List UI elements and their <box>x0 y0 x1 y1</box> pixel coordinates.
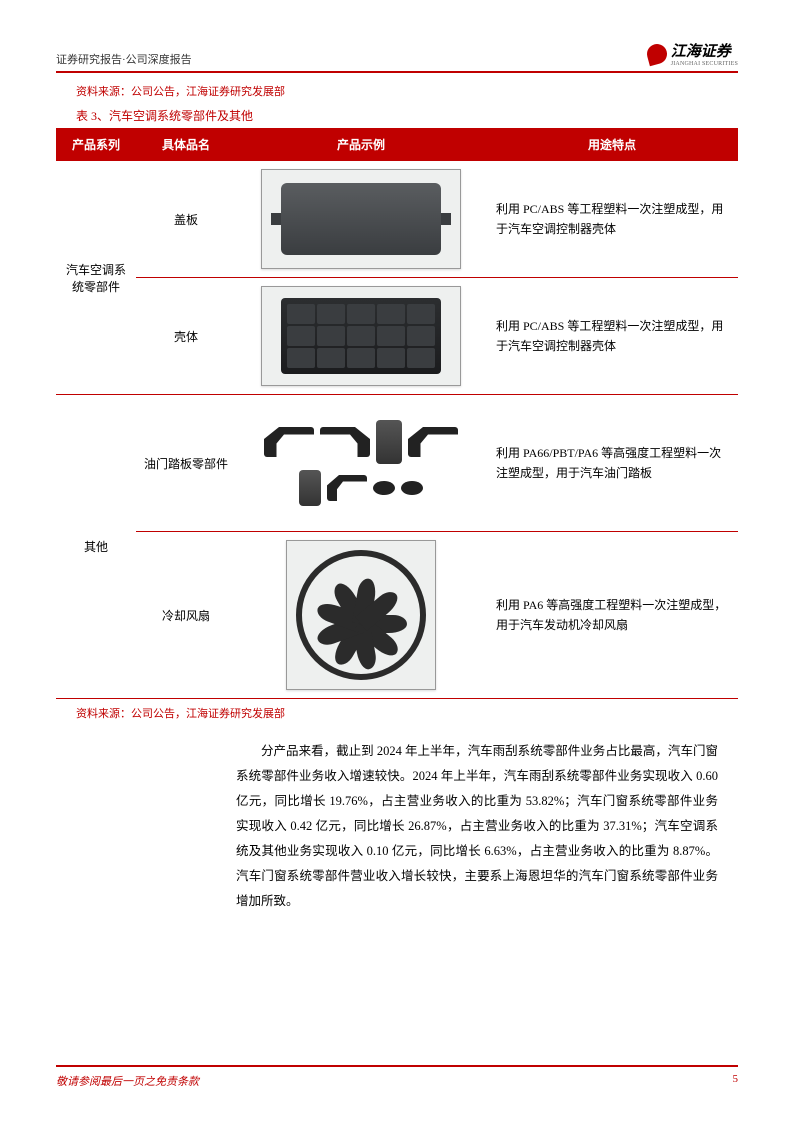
product-image-cover <box>261 169 461 269</box>
product-image-fan <box>286 540 436 690</box>
name-cell: 冷却风扇 <box>136 532 236 699</box>
page-footer: 敬请参阅最后一页之免责条款 5 <box>56 1065 738 1089</box>
product-image-shell <box>261 286 461 386</box>
desc-cell: 利用 PC/ABS 等工程塑料一次注塑成型，用于汽车空调控制器壳体 <box>486 160 738 278</box>
footer-page-number: 5 <box>733 1073 739 1089</box>
product-table: 产品系列 具体品名 产品示例 用途特点 汽车空调系统零部件 盖板 利用 PC/A… <box>56 128 738 699</box>
breadcrumb: 证券研究报告·公司深度报告 <box>56 51 192 67</box>
th-name: 具体品名 <box>136 129 236 160</box>
image-cell <box>236 395 486 532</box>
source-note-top: 资料来源：公司公告，江海证券研究发展部 <box>76 83 738 99</box>
brand-logo: 江海证券 JIANGHAI SECURITIES <box>647 40 738 67</box>
table-caption: 表 3、汽车空调系统零部件及其他 <box>76 107 738 124</box>
image-cell <box>236 160 486 278</box>
product-image-pedal <box>256 403 466 523</box>
table-row: 冷却风扇 利用 PA6 等高强度工程塑料一次注塑成型，用于汽车发动机冷却风扇 <box>56 532 738 699</box>
name-cell: 壳体 <box>136 278 236 395</box>
table-row: 汽车空调系统零部件 盖板 利用 PC/ABS 等工程塑料一次注塑成型，用于汽车空… <box>56 160 738 278</box>
image-cell <box>236 532 486 699</box>
table-row: 壳体 利用 PC/ABS 等工程塑料一次注塑成型，用于汽车空调控制器壳体 <box>56 278 738 395</box>
series-cell: 汽车空调系统零部件 <box>56 160 136 395</box>
table-row: 其他 油门踏板零部件 利用 PA66/PBT/PA6 等高强度工程塑料一次注塑成… <box>56 395 738 532</box>
logo-text-en: JIANGHAI SECURITIES <box>671 61 738 67</box>
series-cell: 其他 <box>56 395 136 699</box>
footer-disclaimer: 敬请参阅最后一页之免责条款 <box>56 1073 199 1089</box>
name-cell: 油门踏板零部件 <box>136 395 236 532</box>
logo-icon <box>644 41 668 65</box>
name-cell: 盖板 <box>136 160 236 278</box>
source-note-bottom: 资料来源：公司公告，江海证券研究发展部 <box>76 705 738 721</box>
th-series: 产品系列 <box>56 129 136 160</box>
image-cell <box>236 278 486 395</box>
table-header-row: 产品系列 具体品名 产品示例 用途特点 <box>56 129 738 160</box>
body-paragraph: 分产品来看，截止到 2024 年上半年，汽车雨刮系统零部件业务占比最高，汽车门窗… <box>236 739 718 914</box>
th-desc: 用途特点 <box>486 129 738 160</box>
desc-cell: 利用 PA6 等高强度工程塑料一次注塑成型，用于汽车发动机冷却风扇 <box>486 532 738 699</box>
page-header: 证券研究报告·公司深度报告 江海证券 JIANGHAI SECURITIES <box>56 40 738 73</box>
desc-cell: 利用 PC/ABS 等工程塑料一次注塑成型，用于汽车空调控制器壳体 <box>486 278 738 395</box>
desc-cell: 利用 PA66/PBT/PA6 等高强度工程塑料一次注塑成型，用于汽车油门踏板 <box>486 395 738 532</box>
logo-text-cn: 江海证券 <box>671 44 731 60</box>
th-image: 产品示例 <box>236 129 486 160</box>
